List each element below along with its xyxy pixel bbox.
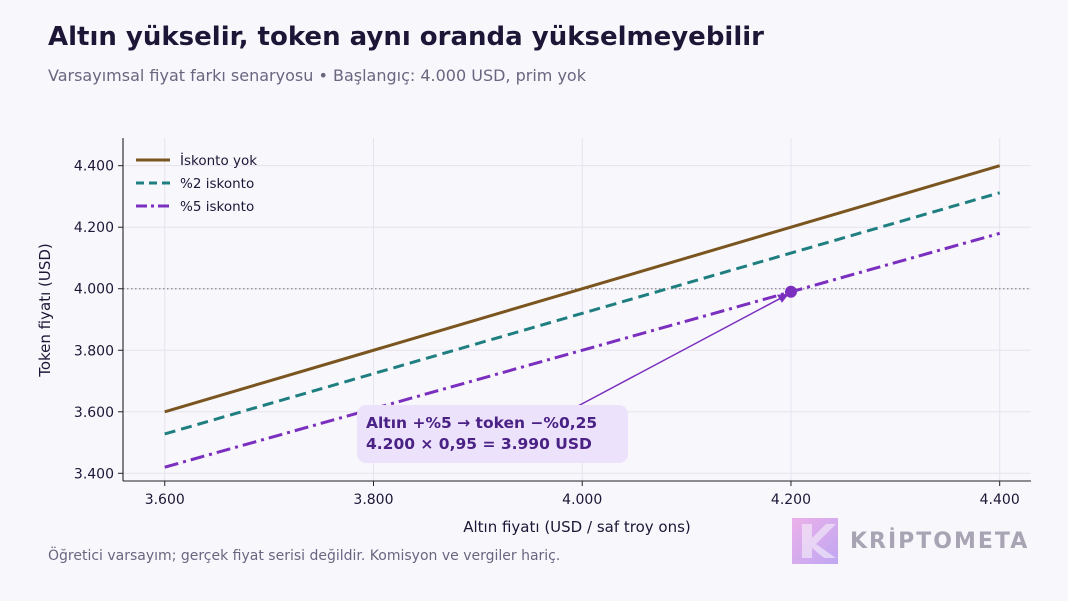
series-line [164, 164, 1001, 414]
series-line [164, 191, 1001, 436]
tick-labels: 3.600 3.800 4.000 4.200 4.400 3.400 3.600 3.800… [74, 159, 1020, 508]
y-tick-label: 4.200 [74, 220, 114, 236]
highlight-point [784, 285, 797, 298]
y-axis-label: Token fiyatı (USD) [36, 243, 54, 378]
legend: İskonto yok %2 iskonto %5 iskonto [136, 151, 257, 215]
annotation-line-2: 4.200 × 0,95 = 3.990 USD [366, 435, 592, 453]
annotation-box [357, 405, 628, 463]
legend-label: %2 iskonto [180, 176, 254, 192]
legend-label: İskonto yok [180, 151, 257, 169]
chart-title: Altın yükselir, token aynı oranda yüksel… [48, 22, 764, 52]
x-tick-label: 4.000 [562, 492, 602, 508]
axes [122, 138, 1031, 482]
y-tick-label: 4.400 [74, 159, 114, 175]
x-tick-label: 4.400 [980, 492, 1020, 508]
legend-label: %5 iskonto [180, 199, 254, 215]
y-tick-label: 3.400 [74, 466, 114, 482]
footnote: Öğretici varsayım; gerçek fiyat serisi d… [48, 548, 561, 564]
annotation-arrowhead [776, 293, 789, 303]
x-tick-label: 3.600 [145, 492, 185, 508]
series-line [164, 231, 1001, 469]
chart-subtitle: Varsayımsal fiyat farkı senaryosu • Başl… [48, 66, 586, 85]
y-tick-label: 3.800 [74, 343, 114, 359]
x-tick-label: 3.800 [353, 492, 393, 508]
x-axis-label: Altın fiyatı (USD / saf troy ons) [463, 518, 691, 536]
annotation-arrow [560, 294, 788, 416]
annotation-line-1: Altın +%5 → token −%0,25 [366, 414, 597, 432]
annotation: Altın +%5 → token −%0,25 4.200 × 0,95 = 3… [357, 285, 797, 463]
y-tick-label: 4.000 [74, 282, 114, 298]
brand-logo: KRİPTOMETA [792, 518, 1029, 564]
series-lines [164, 164, 1001, 469]
y-tick-label: 3.600 [74, 405, 114, 421]
x-tick-label: 4.200 [771, 492, 811, 508]
kriptometa-logo-icon [792, 518, 838, 564]
brand-name: KRİPTOMETA [850, 528, 1030, 554]
